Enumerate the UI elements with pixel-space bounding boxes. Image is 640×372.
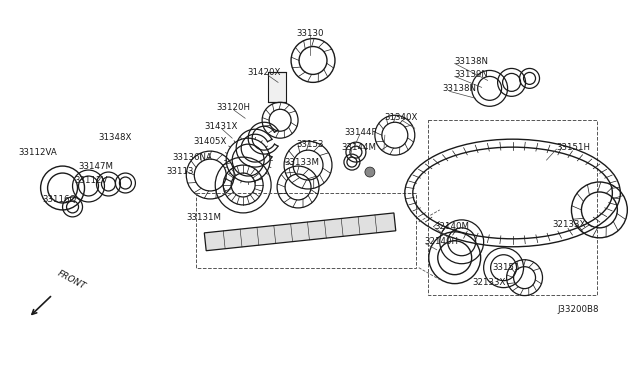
Text: 33151: 33151 [493,263,520,272]
Text: 33147M: 33147M [79,162,113,171]
Text: 33138N: 33138N [454,58,489,67]
Text: 33130: 33130 [296,29,324,38]
Text: 33112VA: 33112VA [19,148,58,157]
Text: 33136NA: 33136NA [172,153,212,162]
Text: 33139N: 33139N [454,70,488,80]
Text: 31340X: 31340X [385,113,418,122]
Text: 33120H: 33120H [216,103,250,112]
Text: 31420X: 31420X [247,68,280,77]
Polygon shape [204,213,396,251]
Circle shape [365,167,375,177]
Text: 32133X: 32133X [473,278,506,287]
Text: 32140H: 32140H [425,237,459,246]
Text: 32140M: 32140M [435,222,470,231]
Text: 32133X: 32133X [552,220,586,229]
FancyBboxPatch shape [268,73,286,102]
Text: 33153: 33153 [296,140,324,149]
Text: 31431X: 31431X [204,122,237,131]
Text: 33116Q: 33116Q [43,195,77,204]
Text: 33112V: 33112V [74,176,108,185]
Text: 33144F: 33144F [344,128,376,137]
Text: 33151H: 33151H [557,143,591,152]
Text: 33113: 33113 [166,167,194,176]
Text: 33144M: 33144M [341,143,376,152]
Text: 31405X: 31405X [193,137,227,146]
Text: 33138N: 33138N [443,84,477,93]
Text: 31348X: 31348X [99,133,132,142]
Text: J33200B8: J33200B8 [557,305,599,314]
Text: 33133M: 33133M [284,158,319,167]
Text: 33131M: 33131M [186,213,221,222]
Text: FRONT: FRONT [56,269,87,292]
